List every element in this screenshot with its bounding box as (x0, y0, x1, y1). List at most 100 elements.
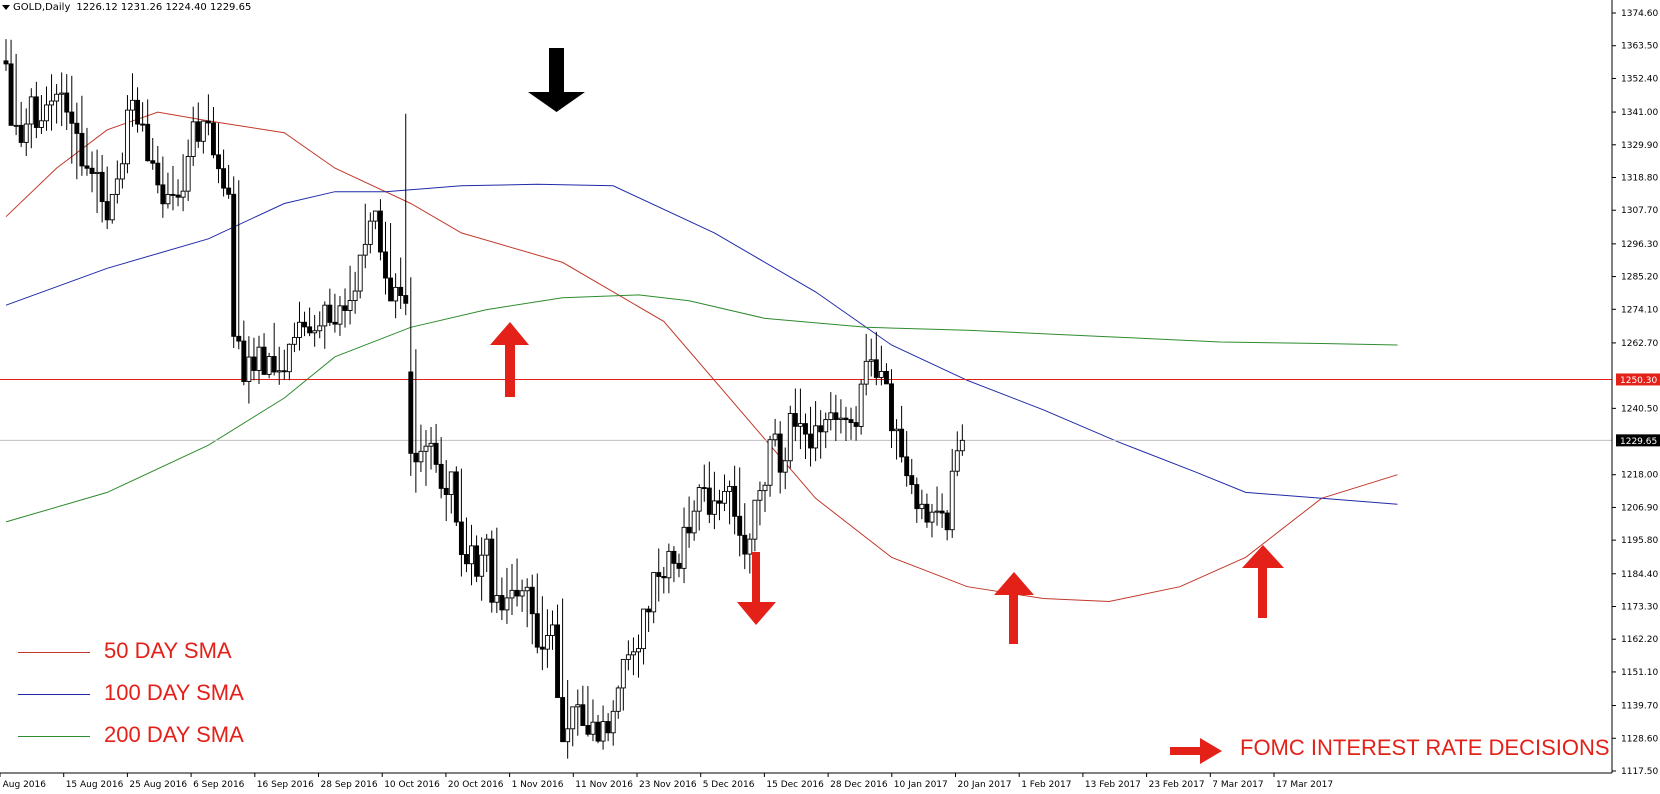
candle (94, 149, 100, 214)
candle (327, 288, 333, 326)
fomc-annotation: FOMC INTEREST RATE DECISIONS (1170, 733, 1610, 769)
candle (727, 480, 733, 525)
candle (150, 138, 156, 170)
candle (585, 686, 591, 737)
candle (231, 176, 237, 349)
candle (180, 154, 186, 212)
candle (550, 610, 555, 650)
candle (474, 535, 480, 583)
candle (403, 113, 409, 316)
legend-label-100: 100 DAY SMA (104, 680, 244, 705)
candle (565, 680, 571, 759)
candle (504, 567, 510, 624)
black-down-arrow (528, 48, 585, 112)
candle (863, 333, 869, 396)
legend-line-50 (18, 652, 90, 653)
x-tick-label: 3 Aug 2016 (0, 780, 46, 790)
candle (261, 333, 267, 375)
candle (211, 106, 216, 159)
candle (221, 149, 227, 197)
candle (408, 277, 414, 476)
y-tick-label: 1218.00 (1621, 471, 1658, 481)
candle (666, 543, 672, 594)
candle (762, 481, 768, 513)
y-tick-label: 1318.80 (1621, 174, 1658, 184)
candle (560, 598, 566, 743)
x-tick-label: 20 Oct 2016 (448, 780, 504, 790)
x-tick-label: 16 Sep 2016 (257, 780, 314, 790)
x-tick-label: 28 Sep 2016 (321, 780, 378, 790)
red-right-arrow-icon (1170, 738, 1222, 764)
candle (701, 464, 707, 502)
candle (555, 604, 560, 698)
candle (529, 574, 535, 645)
candle (600, 705, 606, 750)
candle (873, 331, 879, 386)
candle (185, 139, 191, 201)
candle (23, 108, 29, 156)
legend-label-200: 200 DAY SMA (104, 722, 244, 747)
candle (79, 95, 85, 176)
candle (337, 296, 343, 336)
y-tick-label: 1173.30 (1621, 602, 1658, 612)
candle (539, 596, 545, 671)
candle (155, 145, 161, 194)
y-tick-label: 1329.90 (1621, 141, 1658, 151)
candle (889, 369, 894, 448)
candle (823, 412, 829, 449)
dropdown-triangle-icon[interactable] (2, 4, 10, 10)
candle (797, 388, 803, 450)
candle (630, 637, 636, 676)
candle (165, 172, 171, 209)
candle (787, 405, 793, 469)
candle (772, 418, 778, 447)
candle (114, 160, 120, 204)
candle (367, 212, 373, 254)
candle (302, 311, 307, 337)
y-tick-label: 1341.00 (1621, 108, 1658, 118)
y-tick-label: 1162.20 (1621, 635, 1658, 645)
candle (104, 166, 110, 230)
candle (28, 88, 34, 149)
candle (519, 579, 525, 612)
candle (18, 101, 24, 147)
candle (625, 640, 631, 671)
candle (717, 489, 722, 521)
candle (33, 81, 39, 139)
candle (782, 447, 788, 490)
candle (388, 223, 394, 302)
candle (661, 567, 667, 594)
candle (828, 392, 834, 431)
candle (904, 431, 910, 487)
candle (671, 546, 677, 583)
candle (59, 72, 65, 127)
candle (332, 293, 338, 333)
sma-line-200 (5, 294, 1398, 523)
candle (398, 257, 404, 309)
candle (251, 337, 257, 381)
x-tick-label: 7 Mar 2017 (1212, 780, 1263, 790)
candle (357, 254, 363, 299)
candle (458, 468, 464, 577)
candle (848, 407, 854, 440)
y-tick-label: 1117.50 (1621, 767, 1658, 777)
y-tick-label: 1151.10 (1621, 668, 1658, 678)
candle (833, 394, 839, 442)
candle (3, 39, 9, 71)
candle (544, 609, 550, 668)
candle (383, 221, 388, 295)
candle (656, 548, 662, 602)
candle (160, 156, 166, 218)
candle (84, 127, 90, 176)
candle (433, 423, 439, 473)
candle (919, 489, 925, 520)
candle (423, 430, 429, 486)
candle (777, 421, 783, 494)
x-tick-label: 20 Jan 2017 (958, 780, 1012, 790)
candle (135, 87, 141, 133)
candle (838, 399, 844, 434)
candle (109, 193, 115, 224)
candle (448, 471, 454, 514)
candle (276, 346, 282, 385)
candle (524, 578, 530, 628)
